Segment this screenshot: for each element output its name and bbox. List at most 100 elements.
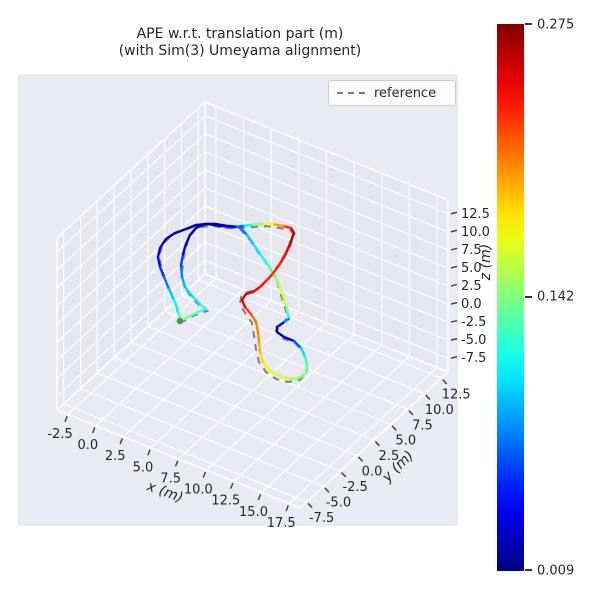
- trajectory-segment: [303, 354, 309, 367]
- grid-line: [205, 333, 355, 471]
- x-axis-tick-label: 10.0: [184, 483, 213, 498]
- y-axis-tick-label: 7.5: [412, 418, 433, 433]
- y-axis-tick: [324, 487, 330, 493]
- trajectory-segment: [277, 283, 285, 298]
- trajectory-segment: [233, 224, 245, 229]
- trajectory-segment: [196, 307, 208, 314]
- trajectory-segment: [184, 223, 198, 231]
- trajectory-segment: [267, 368, 281, 378]
- y-axis-tick: [357, 456, 364, 462]
- x-axis-tick: [285, 505, 289, 512]
- x-axis-tick-label: 7.5: [160, 471, 181, 486]
- trajectory-segment: [240, 298, 247, 309]
- trajectory-segment: [299, 346, 307, 358]
- y-axis-tick: [408, 410, 414, 416]
- trajectory-segment: [249, 312, 258, 324]
- grid-line: [56, 409, 301, 509]
- trajectory-segment: [179, 252, 185, 268]
- x-axis-tick-label: 5.0: [133, 460, 154, 475]
- trajectory-segment: [162, 275, 171, 291]
- grid-line: [56, 273, 206, 411]
- x-axis-tick-label: 15.0: [239, 505, 268, 520]
- y-axis-tick-label: 12.5: [442, 387, 471, 402]
- trajectory-segment: [197, 301, 208, 311]
- grid-line: [260, 356, 410, 493]
- trajectory-segment: [285, 239, 293, 253]
- trajectory-start-marker: [176, 317, 184, 325]
- x-axis-tick-label: 17.5: [267, 516, 296, 531]
- trajectory-segment: [292, 339, 303, 350]
- grid-line: [204, 101, 449, 201]
- trajectory-segment: [252, 243, 263, 257]
- trajectory-segment: [167, 287, 176, 302]
- z-axis-tick: [450, 265, 458, 269]
- y-axis-tick-label: 5.0: [395, 434, 416, 449]
- trajectory-segment: [206, 222, 224, 228]
- trajectory-segment: [180, 275, 187, 289]
- grid-line: [204, 273, 449, 373]
- y-axis-tick: [391, 425, 397, 431]
- x-axis-tick-label: 2.5: [105, 449, 126, 464]
- trajectory-segment: [245, 233, 256, 247]
- z-axis-tick: [450, 301, 458, 305]
- y-axis-tick-label: -2.5: [342, 480, 367, 495]
- colorbar-label-max: 0.275: [537, 17, 575, 33]
- y-axis-tick-label: -7.5: [309, 511, 334, 526]
- trajectory-segment: [238, 225, 249, 237]
- trajectory-segment: [287, 376, 301, 381]
- trajectory-segment: [281, 224, 293, 230]
- grid-lines: [56, 101, 449, 509]
- colorbar-label-mid: 0.142: [537, 289, 575, 305]
- z-axis-tick: [450, 229, 458, 233]
- x-axis-tick: [257, 494, 262, 501]
- trajectory-segment: [258, 350, 265, 364]
- z-axis-tick-label: -7.5: [461, 351, 486, 366]
- plot-title-line1: APE w.r.t. translation part (m): [136, 26, 344, 42]
- x-axis-tick: [119, 438, 123, 445]
- trajectory-segment: [261, 360, 271, 372]
- trajectory-segment: [190, 294, 201, 305]
- trajectory-segment: [254, 320, 260, 334]
- grid-line: [299, 371, 449, 509]
- trajectory-segment: [281, 317, 291, 325]
- trajectory-segment: [240, 292, 248, 302]
- grid-line: [164, 310, 408, 410]
- z-axis-tick: [450, 319, 458, 323]
- trajectory-segment: [186, 310, 200, 319]
- x-axis-tick-label: -2.5: [47, 427, 72, 442]
- x-axis-tick: [64, 416, 68, 423]
- trajectory-segment: [282, 335, 296, 343]
- trajectory-segment: [284, 304, 290, 316]
- y-axis-tick: [307, 502, 313, 509]
- x-axis-tick: [230, 482, 234, 489]
- trajectory-segment: [158, 265, 166, 279]
- grid-line: [56, 101, 206, 239]
- z-axis-tick-label: 12.5: [461, 207, 490, 222]
- trajectory-segment: [265, 270, 276, 282]
- trajectory-segment: [181, 242, 188, 256]
- z-axis-tick-label: 7.5: [461, 243, 482, 258]
- trajectory-segment: [184, 233, 192, 246]
- y-axis-tick: [341, 472, 347, 478]
- colorbar: [497, 24, 524, 571]
- grid-line: [181, 295, 425, 395]
- trajectory-segment: [257, 340, 262, 354]
- reference-legend-line-icon: [337, 92, 365, 94]
- y-axis-tick-label: 10.0: [425, 403, 454, 418]
- trajectory-segment: [173, 227, 188, 235]
- y-axis-tick: [425, 394, 431, 400]
- trajectory-segment: [243, 305, 253, 316]
- trajectory-segment: [172, 298, 180, 312]
- colorbar-tick-min: [525, 569, 532, 571]
- legend: reference: [328, 80, 456, 106]
- z-axis-tick-label: 0.0: [461, 297, 482, 312]
- y-axis-tick-label: 2.5: [379, 449, 400, 464]
- x-axis-tick-label: 12.5: [211, 494, 240, 509]
- x-axis-tick: [174, 460, 179, 467]
- z-axis-tick: [450, 356, 458, 359]
- x-axis-tick-label: 0.0: [77, 438, 98, 453]
- trajectory-segment: [244, 290, 255, 296]
- trajectory-segment: [220, 224, 237, 229]
